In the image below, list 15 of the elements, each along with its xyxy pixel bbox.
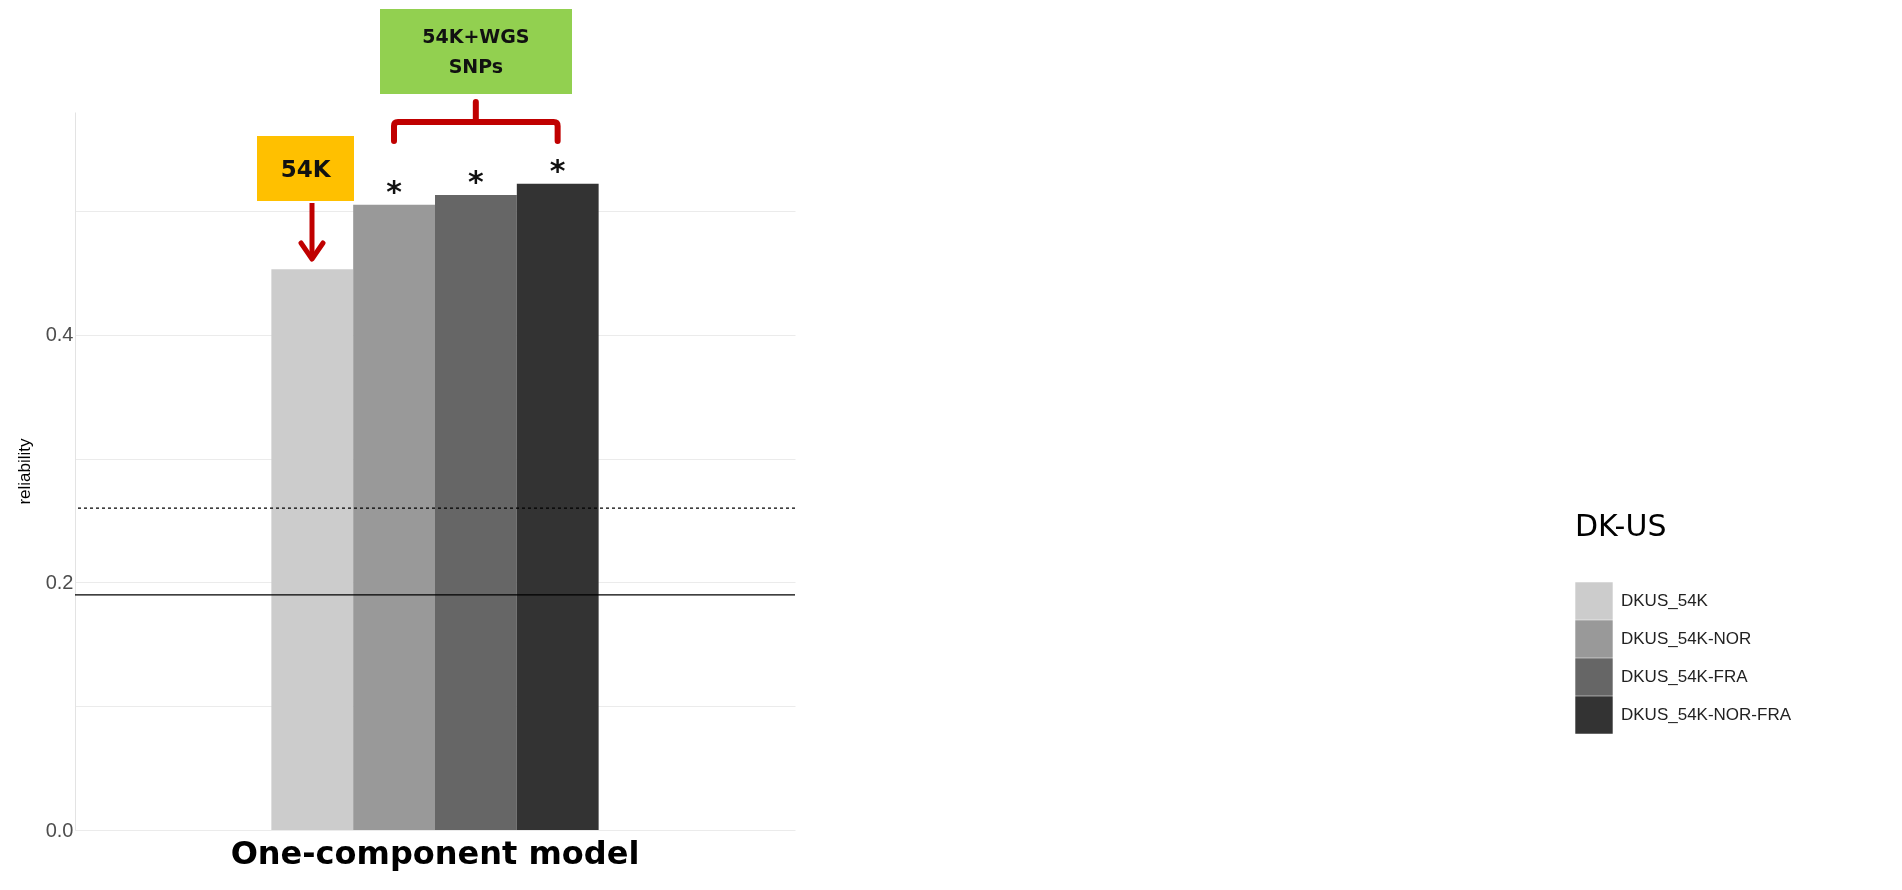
legend-label: DKUS_54K-NOR-FRA — [1621, 705, 1792, 724]
text: 54K+WGS SNPs — [379, 8, 572, 94]
annotation: * — [467, 164, 485, 200]
annotation: * — [385, 174, 403, 210]
y-tick-label: 0.2 — [45, 570, 74, 593]
legend-label: DKUS_54K — [1621, 591, 1709, 610]
annotation: 54K — [257, 136, 355, 202]
y-tick-label: 0.4 — [45, 323, 74, 346]
x-tick-label: One-component model — [230, 833, 640, 872]
legend-label: DKUS_54K-FRA — [1621, 667, 1749, 686]
legend-title: DK-US — [1575, 508, 1667, 543]
annotation: * — [548, 153, 567, 189]
y-axis-title: reliability — [14, 437, 34, 505]
y-tick-label: 0.0 — [45, 818, 74, 841]
legend-label: DKUS_54K-NOR — [1621, 629, 1752, 648]
